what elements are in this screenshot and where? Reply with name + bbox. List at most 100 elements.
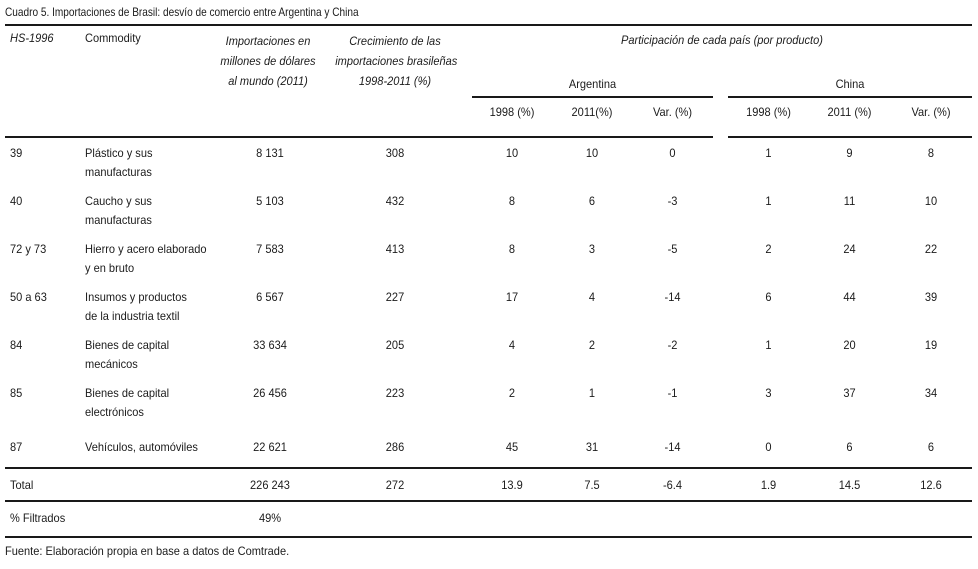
chn-1998-cell: 1 xyxy=(765,146,772,160)
header-chn-var: Var. (%) xyxy=(911,105,951,119)
arg-1998-cell: 4 xyxy=(508,338,516,352)
arg-2011-cell: 10 xyxy=(585,146,599,160)
chn-var-cell: 22 xyxy=(924,242,938,256)
hs-cell: 72 y 73 xyxy=(10,242,47,256)
arg-var-cell: -1 xyxy=(667,386,678,400)
chn-1998-cell: 6 xyxy=(765,290,772,304)
table-row: 84 Bienes de capital mecánicos 33 634 205… xyxy=(0,336,978,374)
arg-var-cell: -14 xyxy=(664,290,681,304)
hs-cell: 84 xyxy=(10,338,23,352)
commodity-cell: Plástico y sus manufacturas xyxy=(85,146,153,179)
growth-cell: 205 xyxy=(385,338,405,352)
chn-2011-cell: 14.5 xyxy=(838,478,861,492)
chn-1998-cell: 3 xyxy=(765,386,772,400)
imports-cell: 6 567 xyxy=(256,290,284,304)
imports-cell: 33 634 xyxy=(253,338,287,352)
chn-var-cell: 12.6 xyxy=(920,478,942,492)
commodity-cell: Vehículos, automóviles xyxy=(85,440,198,454)
chn-2011-cell: 20 xyxy=(843,338,856,352)
total-label-cell: Total xyxy=(10,478,34,492)
chn-1998-cell: 1 xyxy=(765,194,772,208)
header-participation: Participación de cada país (por producto… xyxy=(621,33,823,47)
filtered-row: % Filtrados 49% xyxy=(0,509,978,528)
growth-cell: 308 xyxy=(385,146,405,160)
title-rule xyxy=(5,24,972,26)
arg-1998-cell: 8 xyxy=(508,194,516,208)
arg-2011-cell: 7.5 xyxy=(584,478,600,492)
header-imports: Importaciones en millones de dólares al … xyxy=(220,34,316,88)
arg-var-cell: -3 xyxy=(667,194,678,208)
header-rule-left xyxy=(5,136,713,138)
chn-var-cell: 34 xyxy=(924,386,938,400)
header-argentina: Argentina xyxy=(568,77,617,91)
growth-cell: 227 xyxy=(385,290,405,304)
arg-1998-cell: 8 xyxy=(508,242,516,256)
arg-var-cell: -2 xyxy=(667,338,678,352)
header-rule-right xyxy=(728,136,972,138)
table-row: 40 Caucho y sus manufacturas 5 103 432 8 … xyxy=(0,192,978,230)
total-bottom-rule xyxy=(5,500,972,502)
chn-2011-cell: 37 xyxy=(843,386,856,400)
header-chn-2011: 2011 (%) xyxy=(827,105,872,119)
hs-cell: 39 xyxy=(10,146,23,160)
table-row: 50 a 63 Insumos y productos de la industr… xyxy=(0,288,978,326)
arg-var-cell: -14 xyxy=(664,440,681,454)
growth-cell: 223 xyxy=(385,386,405,400)
hs-cell: 85 xyxy=(10,386,23,400)
hs-cell: 40 xyxy=(10,194,23,208)
header-chn-1998: 1998 (%) xyxy=(746,105,791,119)
table-row: 72 y 73 Hierro y acero elaborado y en bru… xyxy=(0,240,978,278)
arg-2011-cell: 1 xyxy=(588,386,596,400)
growth-cell: 272 xyxy=(385,478,405,492)
header-arg-1998: 1998 (%) xyxy=(489,105,535,119)
total-top-rule xyxy=(5,467,972,469)
total-row: Total 226 243 272 13.9 7.5 -6.4 1.9 14.5… xyxy=(0,476,978,495)
arg-1998-cell: 13.9 xyxy=(501,478,523,492)
arg-1998-cell: 17 xyxy=(505,290,519,304)
growth-cell: 413 xyxy=(385,242,405,256)
filtered-value-cell: 49% xyxy=(258,511,282,525)
header-hs: HS-1996 xyxy=(10,31,54,45)
table-row: 85 Bienes de capital electrónicos 26 456 … xyxy=(0,384,978,422)
chn-var-cell: 8 xyxy=(927,146,935,160)
chn-var-cell: 10 xyxy=(924,194,938,208)
chn-1998-cell: 1 xyxy=(765,338,772,352)
chn-var-cell: 39 xyxy=(924,290,938,304)
arg-var-cell: -6.4 xyxy=(662,478,683,492)
chn-2011-cell: 9 xyxy=(846,146,853,160)
chn-1998-cell: 1.9 xyxy=(760,478,777,492)
arg-var-cell: 0 xyxy=(669,146,676,160)
imports-cell: 8 131 xyxy=(256,146,284,160)
chn-2011-cell: 24 xyxy=(843,242,856,256)
commodity-cell: Insumos y productos de la industria texti… xyxy=(85,290,187,323)
arg-1998-cell: 10 xyxy=(505,146,519,160)
header-commodity: Commodity xyxy=(85,31,141,45)
imports-cell: 5 103 xyxy=(256,194,284,208)
chn-var-cell: 19 xyxy=(924,338,938,352)
growth-cell: 286 xyxy=(385,440,405,454)
argentina-rule xyxy=(472,96,713,98)
source-note: Fuente: Elaboración propia en base a dat… xyxy=(5,544,290,558)
arg-var-cell: -5 xyxy=(667,242,678,256)
imports-cell: 22 621 xyxy=(253,440,287,454)
header-growth: Crecimiento de las importaciones brasile… xyxy=(335,34,458,88)
chn-2011-cell: 44 xyxy=(843,290,856,304)
chn-2011-cell: 11 xyxy=(843,194,856,208)
chn-1998-cell: 2 xyxy=(765,242,772,256)
arg-2011-cell: 2 xyxy=(588,338,596,352)
page-title-text: Cuadro 5. Importaciones de Brasil: desví… xyxy=(5,5,359,19)
arg-2011-cell: 6 xyxy=(588,194,596,208)
arg-1998-cell: 45 xyxy=(505,440,519,454)
hs-cell: 87 xyxy=(10,440,23,454)
imports-cell: 26 456 xyxy=(253,386,287,400)
commodity-cell: Bienes de capital electrónicos xyxy=(85,386,170,419)
page-title: Cuadro 5. Importaciones de Brasil: desví… xyxy=(5,4,426,20)
commodity-cell: Bienes de capital mecánicos xyxy=(85,338,170,371)
table-row: 87 Vehículos, automóviles 22 621 286 45 … xyxy=(0,438,978,457)
filtered-label-cell: % Filtrados xyxy=(10,511,66,525)
arg-2011-cell: 3 xyxy=(588,242,596,256)
arg-2011-cell: 31 xyxy=(585,440,599,454)
filtered-rule xyxy=(5,536,972,538)
hs-cell: 50 a 63 xyxy=(10,290,47,304)
